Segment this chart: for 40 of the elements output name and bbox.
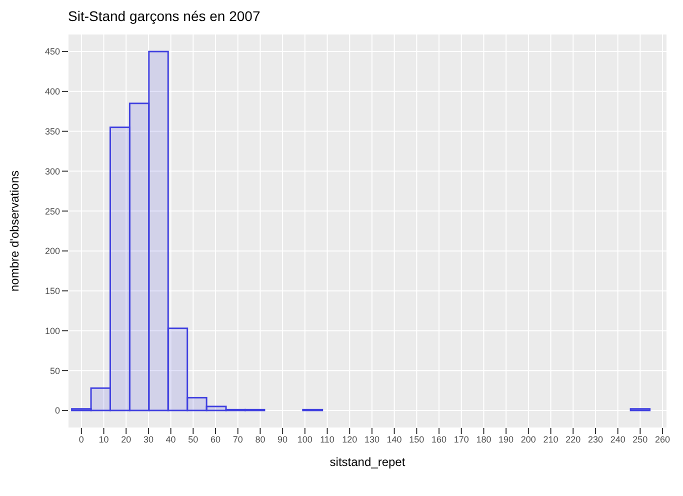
x-tick-label: 70 <box>232 434 243 444</box>
x-tick-label: 200 <box>520 434 536 444</box>
x-tick-label: 190 <box>498 434 514 444</box>
x-tick-label: 170 <box>454 434 469 444</box>
y-tick-label: 100 <box>44 326 60 336</box>
x-tick-label: 80 <box>255 434 266 444</box>
y-tick-label: 350 <box>44 126 60 136</box>
x-tick-label: 240 <box>610 434 626 444</box>
x-tick-label: 130 <box>364 434 380 444</box>
y-tick-label: 250 <box>44 206 60 216</box>
x-tick-label: 250 <box>632 434 648 444</box>
x-tick-label: 20 <box>121 434 132 444</box>
x-tick-label: 0 <box>78 434 84 444</box>
x-tick-label: 140 <box>386 434 402 444</box>
x-tick-label: 30 <box>143 434 154 444</box>
x-tick-label: 260 <box>655 434 670 444</box>
x-tick-label: 230 <box>588 434 603 444</box>
x-tick-label: 150 <box>409 434 424 444</box>
y-tick-label: 150 <box>44 286 60 296</box>
x-tick-label: 90 <box>278 434 288 444</box>
x-tick-label: 50 <box>188 434 198 444</box>
x-tick-label: 160 <box>432 434 447 444</box>
y-axis-title: nombre d'observations <box>7 170 22 292</box>
x-tick-label: 180 <box>476 434 492 444</box>
y-tick-label: 300 <box>44 166 60 176</box>
x-tick-label: 110 <box>320 434 334 444</box>
x-tick-label: 60 <box>210 434 221 444</box>
y-tick-label: 400 <box>44 86 60 97</box>
y-tick-label: 450 <box>44 46 60 57</box>
y-tick-label: 50 <box>50 366 60 376</box>
y-tick-label: 200 <box>44 246 60 256</box>
chart-title: Sit-Stand garçons nés en 2007 <box>67 8 262 24</box>
x-tick-label: 210 <box>543 434 558 444</box>
x-tick-label: 10 <box>98 434 109 444</box>
x-tick-label: 120 <box>342 434 358 444</box>
x-tick-label: 220 <box>566 434 581 444</box>
x-tick-label: 40 <box>166 434 176 444</box>
y-tick-label: 0 <box>54 406 60 416</box>
x-tick-label: 100 <box>297 434 312 444</box>
x-axis-title: sitstand_repet <box>330 455 406 469</box>
